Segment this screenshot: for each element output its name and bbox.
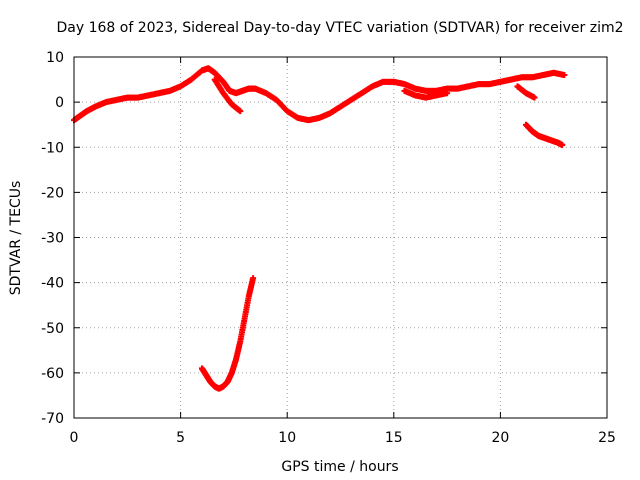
y-tick-label: -60 [41, 366, 64, 382]
data-point [561, 72, 568, 79]
series-late-branch [514, 83, 538, 101]
series-lower-loop [401, 87, 451, 101]
series-main-trace [71, 65, 568, 124]
y-axis-label: SDTVAR / TECUs [8, 181, 24, 296]
series-segment-near-10 [522, 121, 566, 148]
series-deep-dip [198, 275, 257, 392]
data-point [444, 90, 451, 97]
y-tick-label: -40 [41, 276, 64, 292]
x-tick-label: 5 [176, 430, 185, 446]
y-tick-label: 10 [46, 50, 64, 66]
axis-ticks: 0 5 10 15 20 25 -70 -60 -50 -40 -30 -20 -10 0 10 [41, 50, 616, 446]
y-tick-label: -30 [41, 231, 64, 247]
x-axis-label: GPS time / hours [281, 459, 398, 475]
y-tick-label: -10 [41, 140, 64, 156]
data-point [250, 275, 257, 282]
data-points [71, 65, 568, 392]
series-dip-branch [211, 76, 244, 115]
x-tick-label: 25 [598, 430, 616, 446]
x-tick-label: 20 [491, 430, 509, 446]
y-tick-label: 0 [55, 95, 64, 111]
x-tick-label: 15 [385, 430, 403, 446]
x-tick-label: 10 [278, 430, 296, 446]
x-tick-label: 0 [70, 430, 79, 446]
chart-title: Day 168 of 2023, Sidereal Day-to-day VTE… [57, 20, 624, 36]
y-tick-label: -20 [41, 185, 64, 201]
grid-lines [74, 57, 607, 418]
plot-border [73, 56, 608, 419]
y-tick-label: -50 [41, 321, 64, 337]
data-point [531, 94, 538, 101]
y-tick-label: -70 [41, 411, 64, 427]
data-point [559, 141, 566, 148]
data-point [237, 108, 244, 115]
